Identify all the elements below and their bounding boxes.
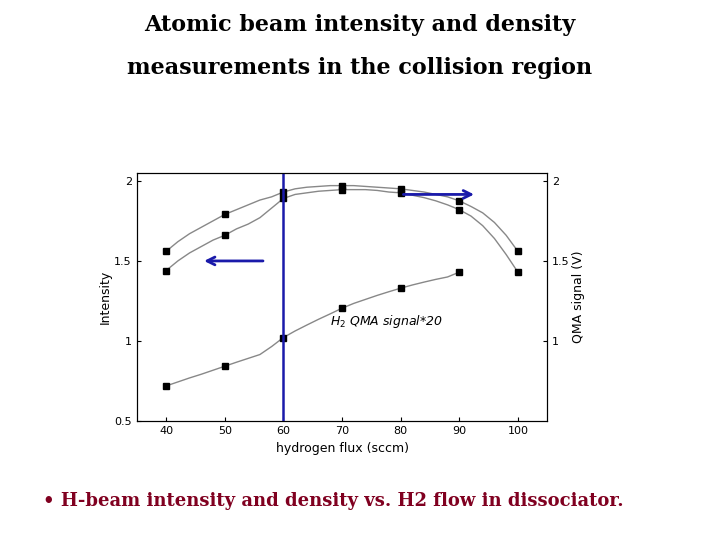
Y-axis label: QMA signal (V): QMA signal (V)	[572, 251, 585, 343]
X-axis label: hydrogen flux (sccm): hydrogen flux (sccm)	[276, 442, 408, 455]
Text: $H_2$ QMA signal*20: $H_2$ QMA signal*20	[330, 313, 444, 330]
Y-axis label: Intensity: Intensity	[99, 270, 112, 324]
Text: • H-beam intensity and density vs. H2 flow in dissociator.: • H-beam intensity and density vs. H2 fl…	[43, 492, 624, 510]
Text: measurements in the collision region: measurements in the collision region	[127, 57, 593, 79]
Text: Atomic beam intensity and density: Atomic beam intensity and density	[145, 14, 575, 36]
